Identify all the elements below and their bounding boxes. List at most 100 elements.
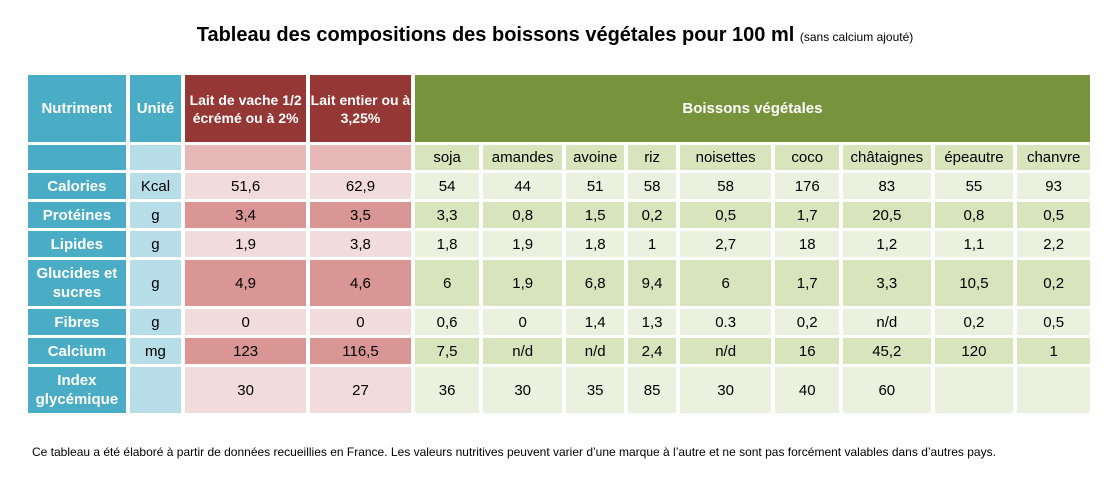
plant-name-header: épeautre xyxy=(934,145,1014,170)
plant-drink-value xyxy=(934,367,1014,413)
nutrient-label: Index glycémique xyxy=(28,367,126,413)
cow-milk-value: 123 xyxy=(185,338,307,364)
unit-header: Unité xyxy=(129,75,182,142)
plant-drink-value: 0.3 xyxy=(679,309,772,335)
plant-drink-value: 0,5 xyxy=(1017,202,1090,228)
plant-name-header: châtaignes xyxy=(842,145,931,170)
unit-cell: g xyxy=(129,309,182,335)
plant-drink-value: n/d xyxy=(842,309,931,335)
plant-drink-value: n/d xyxy=(483,338,562,364)
table-row: Protéines g 3,4 3,5 3,3 0,8 1,5 0,2 0,5 1,7 20,5 0,… xyxy=(28,202,1090,228)
cow-milk-value: 0 xyxy=(185,309,307,335)
plant-drink-value: 1,1 xyxy=(934,231,1014,257)
title-subtitle: (sans calcium ajouté) xyxy=(799,30,914,44)
plant-drink-value: 83 xyxy=(842,173,931,199)
plant-drinks-header: Boissons végétales xyxy=(414,75,1090,142)
plant-drink-value: 0,2 xyxy=(934,309,1014,335)
table-row: Index glycémique 30 27 36 30 35 85 30 40 60 xyxy=(28,367,1090,413)
cow-semi-header: Lait de vache 1/2 écrémé ou à 2% xyxy=(185,75,307,142)
nutrient-header: Nutriment xyxy=(28,75,126,142)
plant-name-header: coco xyxy=(775,145,839,170)
plant-drink-value: 44 xyxy=(483,173,562,199)
unit-cell: mg xyxy=(129,338,182,364)
unit-cell: g xyxy=(129,231,182,257)
plant-drink-value xyxy=(1017,367,1090,413)
plant-drink-value: 0,8 xyxy=(934,202,1014,228)
plant-drink-value: 20,5 xyxy=(842,202,931,228)
cow-milk-value: 30 xyxy=(185,367,307,413)
cow-milk-value: 3,5 xyxy=(310,202,411,228)
plant-drink-value: n/d xyxy=(679,338,772,364)
plant-drink-value: 7,5 xyxy=(414,338,480,364)
nutrient-label: Fibres xyxy=(28,309,126,335)
plant-drink-value: 85 xyxy=(628,367,676,413)
plant-drink-value: 40 xyxy=(775,367,839,413)
plant-drink-value: 3,3 xyxy=(414,202,480,228)
plant-name-header: chanvre xyxy=(1017,145,1090,170)
unit-cell: Kcal xyxy=(129,173,182,199)
cow-milk-value: 116,5 xyxy=(310,338,411,364)
plant-drink-value: 9,4 xyxy=(628,260,676,306)
plant-drink-value: 0,2 xyxy=(628,202,676,228)
plant-drink-value: 0,2 xyxy=(1017,260,1090,306)
plant-name-header: noisettes xyxy=(679,145,772,170)
nutrition-table: Nutriment Unité Lait de vache 1/2 écrémé… xyxy=(24,72,1094,416)
nutrient-label: Glucides et sucres xyxy=(28,260,126,306)
plant-drink-value: 93 xyxy=(1017,173,1090,199)
cow-milk-value: 51,6 xyxy=(185,173,307,199)
plant-drink-value: 2,7 xyxy=(679,231,772,257)
cow-milk-value: 3,4 xyxy=(185,202,307,228)
plant-drink-value: 55 xyxy=(934,173,1014,199)
plant-drink-value: 120 xyxy=(934,338,1014,364)
table-row: Lipides g 1,9 3,8 1,8 1,9 1,8 1 2,7 18 1,2 1,1 2,2 xyxy=(28,231,1090,257)
cow-milk-value: 3,8 xyxy=(310,231,411,257)
plant-drink-value: 1,4 xyxy=(565,309,625,335)
plant-drink-value: 45,2 xyxy=(842,338,931,364)
plant-drink-value: 16 xyxy=(775,338,839,364)
table-row: Glucides et sucres g 4,9 4,6 6 1,9 6,8 9,4 6 1,7 3… xyxy=(28,260,1090,306)
table-row: Fibres g 0 0 0,6 0 1,4 1,3 0.3 0,2 n/d 0,2 0,5 xyxy=(28,309,1090,335)
cow-whole-header: Lait entier ou à 3,25% xyxy=(310,75,411,142)
nutrient-label: Calcium xyxy=(28,338,126,364)
plant-drink-value: 58 xyxy=(628,173,676,199)
plant-drink-value: 1,7 xyxy=(775,260,839,306)
blank-cell xyxy=(185,145,307,170)
plant-drink-value: 1,9 xyxy=(483,231,562,257)
plant-drink-value: 1,7 xyxy=(775,202,839,228)
plant-drink-value: 1 xyxy=(628,231,676,257)
plant-drink-value: 1,3 xyxy=(628,309,676,335)
cow-milk-value: 0 xyxy=(310,309,411,335)
plant-drink-value: 0,8 xyxy=(483,202,562,228)
blank-cell xyxy=(310,145,411,170)
unit-cell: g xyxy=(129,202,182,228)
table-row: Calcium mg 123 116,5 7,5 n/d n/d 2,4 n/d 16 45,2 12… xyxy=(28,338,1090,364)
plant-drink-value: 1 xyxy=(1017,338,1090,364)
plant-drink-value: 3,3 xyxy=(842,260,931,306)
nutrient-label: Protéines xyxy=(28,202,126,228)
plant-drink-value: 10,5 xyxy=(934,260,1014,306)
nutrient-label: Calories xyxy=(28,173,126,199)
plant-drink-value: 176 xyxy=(775,173,839,199)
cow-milk-value: 4,9 xyxy=(185,260,307,306)
plant-drink-value: 6 xyxy=(679,260,772,306)
subheader-row: soja amandes avoine riz noisettes coco châtaig… xyxy=(28,145,1090,170)
blank-cell xyxy=(129,145,182,170)
plant-drink-value: 51 xyxy=(565,173,625,199)
plant-drink-value: 2,4 xyxy=(628,338,676,364)
plant-name-header: soja xyxy=(414,145,480,170)
page-title: Tableau des compositions des boissons vé… xyxy=(0,24,1110,47)
cow-milk-value: 4,6 xyxy=(310,260,411,306)
plant-drink-value: 0 xyxy=(483,309,562,335)
footnote: Ce tableau a été élaboré à partir de don… xyxy=(32,445,996,459)
blank-cell xyxy=(28,145,126,170)
plant-drink-value: 6 xyxy=(414,260,480,306)
plant-drink-value: 18 xyxy=(775,231,839,257)
plant-drink-value: 2,2 xyxy=(1017,231,1090,257)
plant-drink-value: 6,8 xyxy=(565,260,625,306)
cow-milk-value: 27 xyxy=(310,367,411,413)
plant-drink-value: n/d xyxy=(565,338,625,364)
table-row: Calories Kcal 51,6 62,9 54 44 51 58 58 176 83 55 93 xyxy=(28,173,1090,199)
cow-milk-value: 1,9 xyxy=(185,231,307,257)
plant-drink-value: 30 xyxy=(483,367,562,413)
plant-drink-value: 1,2 xyxy=(842,231,931,257)
